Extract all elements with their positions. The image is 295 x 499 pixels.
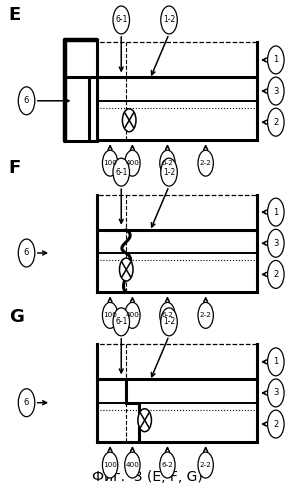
Circle shape	[268, 198, 284, 226]
Circle shape	[18, 239, 35, 267]
Text: 1: 1	[273, 208, 278, 217]
Circle shape	[268, 379, 284, 407]
Circle shape	[113, 158, 130, 186]
Circle shape	[161, 6, 177, 34]
Text: 2-2: 2-2	[200, 312, 212, 318]
Circle shape	[268, 77, 284, 105]
Text: 6-1: 6-1	[115, 15, 127, 24]
Circle shape	[125, 150, 140, 176]
Text: 6-2: 6-2	[161, 462, 173, 468]
Text: 2: 2	[273, 270, 278, 279]
Text: 6-2: 6-2	[161, 312, 173, 318]
Text: 2-2: 2-2	[200, 160, 212, 166]
Circle shape	[102, 452, 118, 478]
Text: 400: 400	[125, 462, 139, 468]
Text: E: E	[9, 6, 21, 24]
Text: 6: 6	[24, 96, 29, 105]
Text: 2-2: 2-2	[200, 462, 212, 468]
Circle shape	[198, 452, 213, 478]
Circle shape	[268, 108, 284, 136]
Circle shape	[268, 260, 284, 288]
Circle shape	[125, 452, 140, 478]
Circle shape	[113, 308, 130, 336]
Text: 2: 2	[273, 118, 278, 127]
Text: 1-2: 1-2	[163, 317, 175, 326]
Text: 100: 100	[103, 462, 117, 468]
Circle shape	[102, 302, 118, 328]
Circle shape	[268, 348, 284, 376]
Circle shape	[268, 46, 284, 74]
Text: 1: 1	[273, 357, 278, 366]
Text: 6: 6	[24, 249, 29, 257]
Text: 400: 400	[125, 312, 139, 318]
Circle shape	[160, 302, 175, 328]
Text: 1-2: 1-2	[163, 15, 175, 24]
Circle shape	[160, 150, 175, 176]
Text: Фиг.  3 (E, F, G): Фиг. 3 (E, F, G)	[92, 470, 203, 484]
Text: 100: 100	[103, 160, 117, 166]
Circle shape	[102, 150, 118, 176]
Circle shape	[268, 410, 284, 438]
Bar	[97, 344, 257, 442]
Text: 1-2: 1-2	[163, 168, 175, 177]
Circle shape	[161, 308, 177, 336]
Text: 3: 3	[273, 388, 278, 398]
Bar	[97, 195, 257, 292]
Text: 6-2: 6-2	[161, 160, 173, 166]
Text: 6: 6	[24, 398, 29, 407]
Circle shape	[198, 302, 213, 328]
Circle shape	[125, 302, 140, 328]
Circle shape	[119, 258, 133, 281]
Text: G: G	[9, 308, 24, 326]
Circle shape	[122, 109, 136, 132]
Text: 400: 400	[125, 160, 139, 166]
Circle shape	[113, 6, 130, 34]
Circle shape	[268, 230, 284, 257]
Bar	[97, 42, 257, 140]
Text: 100: 100	[103, 312, 117, 318]
Circle shape	[161, 158, 177, 186]
Text: 3: 3	[273, 239, 278, 248]
Text: 6-1: 6-1	[115, 317, 127, 326]
Text: F: F	[9, 159, 21, 177]
Circle shape	[18, 87, 35, 115]
Circle shape	[198, 150, 213, 176]
Circle shape	[160, 452, 175, 478]
Text: 1: 1	[273, 55, 278, 64]
Circle shape	[138, 409, 151, 432]
Text: 6-1: 6-1	[115, 168, 127, 177]
Text: 3: 3	[273, 86, 278, 96]
Text: 2: 2	[273, 420, 278, 429]
Circle shape	[18, 389, 35, 417]
